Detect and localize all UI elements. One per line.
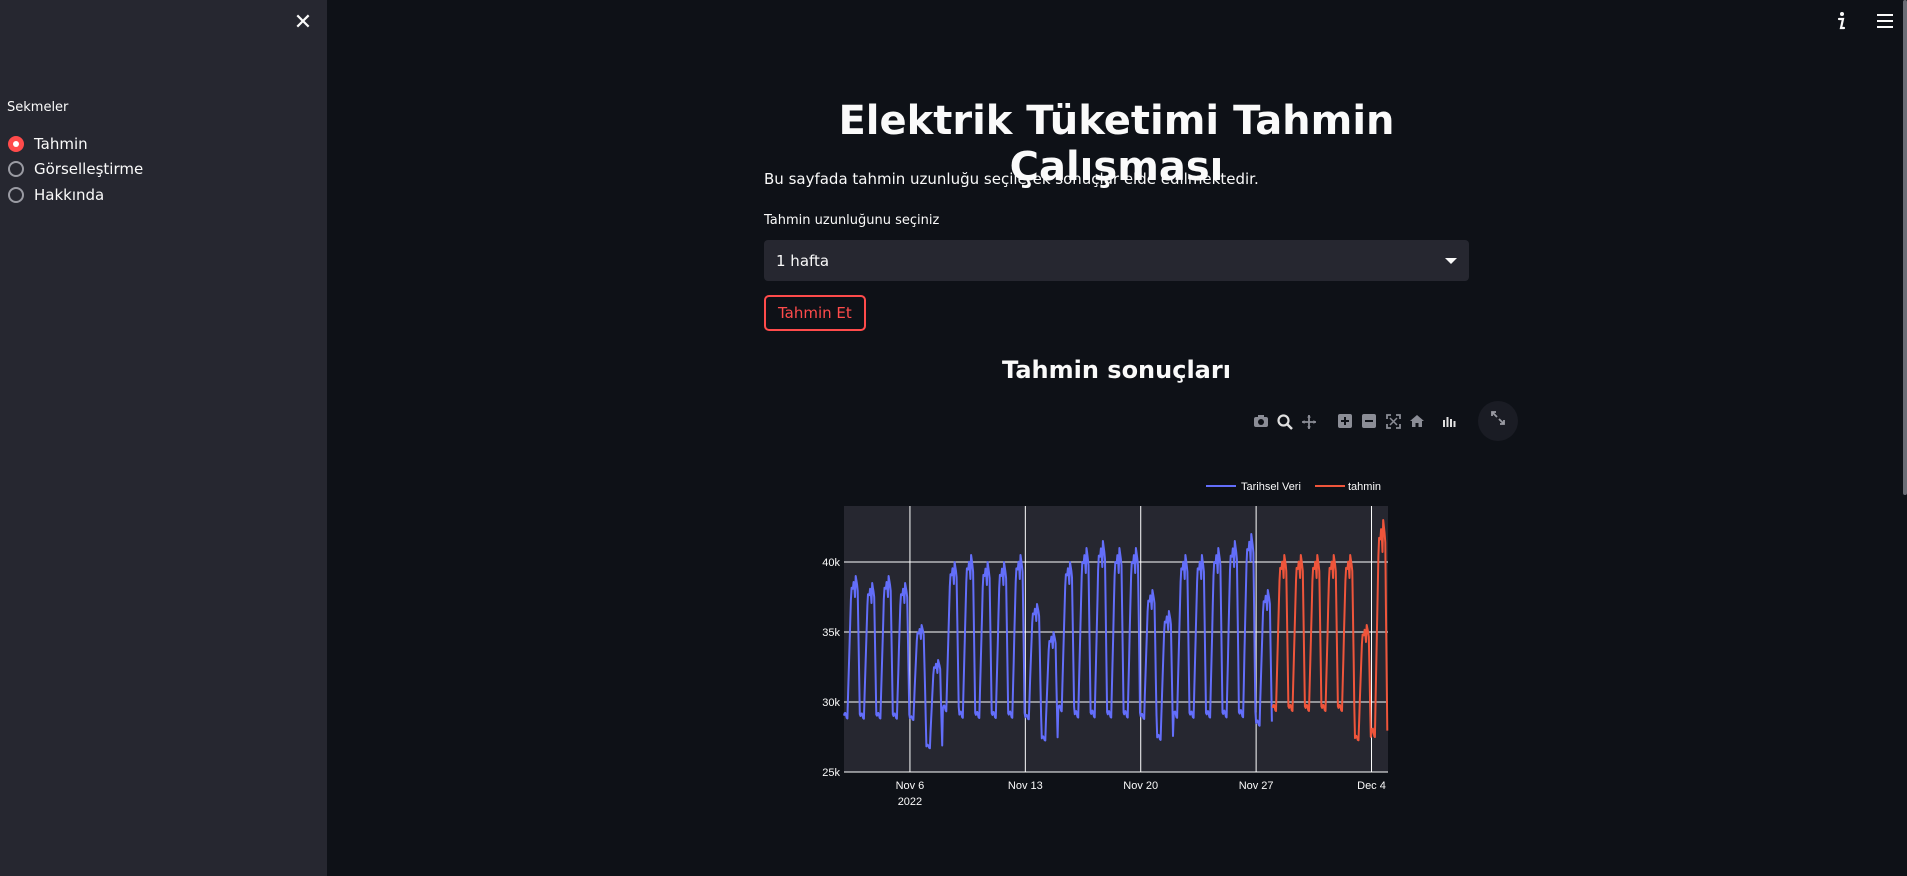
caret-down-icon [1445, 257, 1457, 264]
select-value: 1 hafta [776, 251, 830, 270]
y-tick-label: 25k [822, 767, 840, 779]
home-icon[interactable] [1407, 414, 1427, 434]
predict-button[interactable]: Tahmin Et [764, 295, 866, 331]
y-tick-label: 35k [822, 627, 840, 639]
forecast-chart[interactable]: Tarihsel Veri tahmin 25k 30k 35k 40k Nov 6 20… [800, 470, 1400, 824]
zoom-in-icon[interactable] [1335, 414, 1355, 434]
radio-tahmin[interactable]: Tahmin [8, 131, 143, 157]
legend-historical-label: Tarihsel Veri [1241, 481, 1301, 493]
page-description: Bu sayfada tahmin uzunluğu seçilerek son… [764, 170, 1259, 188]
page-title: Elektrik Tüketimi Tahmin Çalışması [838, 98, 1395, 190]
zoom-icon[interactable] [1275, 414, 1295, 434]
tab-radio-group: Tahmin Görselleştirme Hakkında [8, 131, 143, 208]
autoscale-icon[interactable] [1383, 414, 1403, 434]
y-tick-label: 30k [822, 697, 840, 709]
series-line-historical[interactable] [843, 533, 1273, 750]
radio-selected-icon [8, 135, 24, 152]
results-title: Tahmin sonuçları [1002, 356, 1231, 384]
x-tick-label: Nov 20 [1123, 780, 1158, 792]
y-tick-label: 40k [822, 557, 840, 569]
chart-legend[interactable]: Tarihsel Veri tahmin [1206, 481, 1381, 493]
forecast-length-select[interactable]: 1 hafta [764, 240, 1469, 281]
legend-forecast-label: tahmin [1348, 481, 1381, 493]
x-tick-label: Dec 4 [1357, 780, 1386, 792]
radio-unselected-icon [8, 161, 24, 178]
radio-group-label: Sekmeler [7, 100, 69, 115]
hamburger-menu-icon[interactable] [1877, 10, 1897, 32]
camera-icon[interactable] [1251, 414, 1271, 434]
info-icon[interactable] [1831, 10, 1851, 32]
top-toolbar [1831, 10, 1897, 32]
fullscreen-icon[interactable] [1478, 401, 1518, 441]
radio-unselected-icon [8, 186, 24, 203]
zoom-out-icon[interactable] [1359, 414, 1379, 434]
chart-modebar [1251, 414, 1459, 434]
x-tick-label: Nov 13 [1008, 780, 1043, 792]
x-tick-label: Nov 6 [896, 780, 925, 792]
page-scrollbar[interactable] [1903, 0, 1907, 495]
radio-label-tahmin: Tahmin [34, 134, 88, 153]
x-tick-label: Nov 27 [1239, 780, 1274, 792]
radio-label-gorsellestirme: Görselleştirme [34, 160, 144, 179]
radio-label-hakkinda: Hakkında [34, 185, 105, 204]
radio-gorsellestirme[interactable]: Görselleştirme [8, 157, 143, 183]
plot-area [844, 506, 1388, 772]
pan-icon[interactable] [1299, 414, 1319, 434]
close-sidebar-icon[interactable]: ✕ [293, 10, 313, 35]
sidebar: ✕ Sekmeler Tahmin Görselleştirme Hakkınd… [0, 0, 327, 876]
x-tick-label: 2022 [898, 796, 922, 808]
forecast-length-label: Tahmin uzunluğunu seçiniz [764, 213, 940, 228]
radio-hakkinda[interactable]: Hakkında [8, 182, 143, 208]
plotly-logo-icon[interactable] [1439, 414, 1459, 434]
series-line-forecast[interactable] [1271, 519, 1389, 742]
